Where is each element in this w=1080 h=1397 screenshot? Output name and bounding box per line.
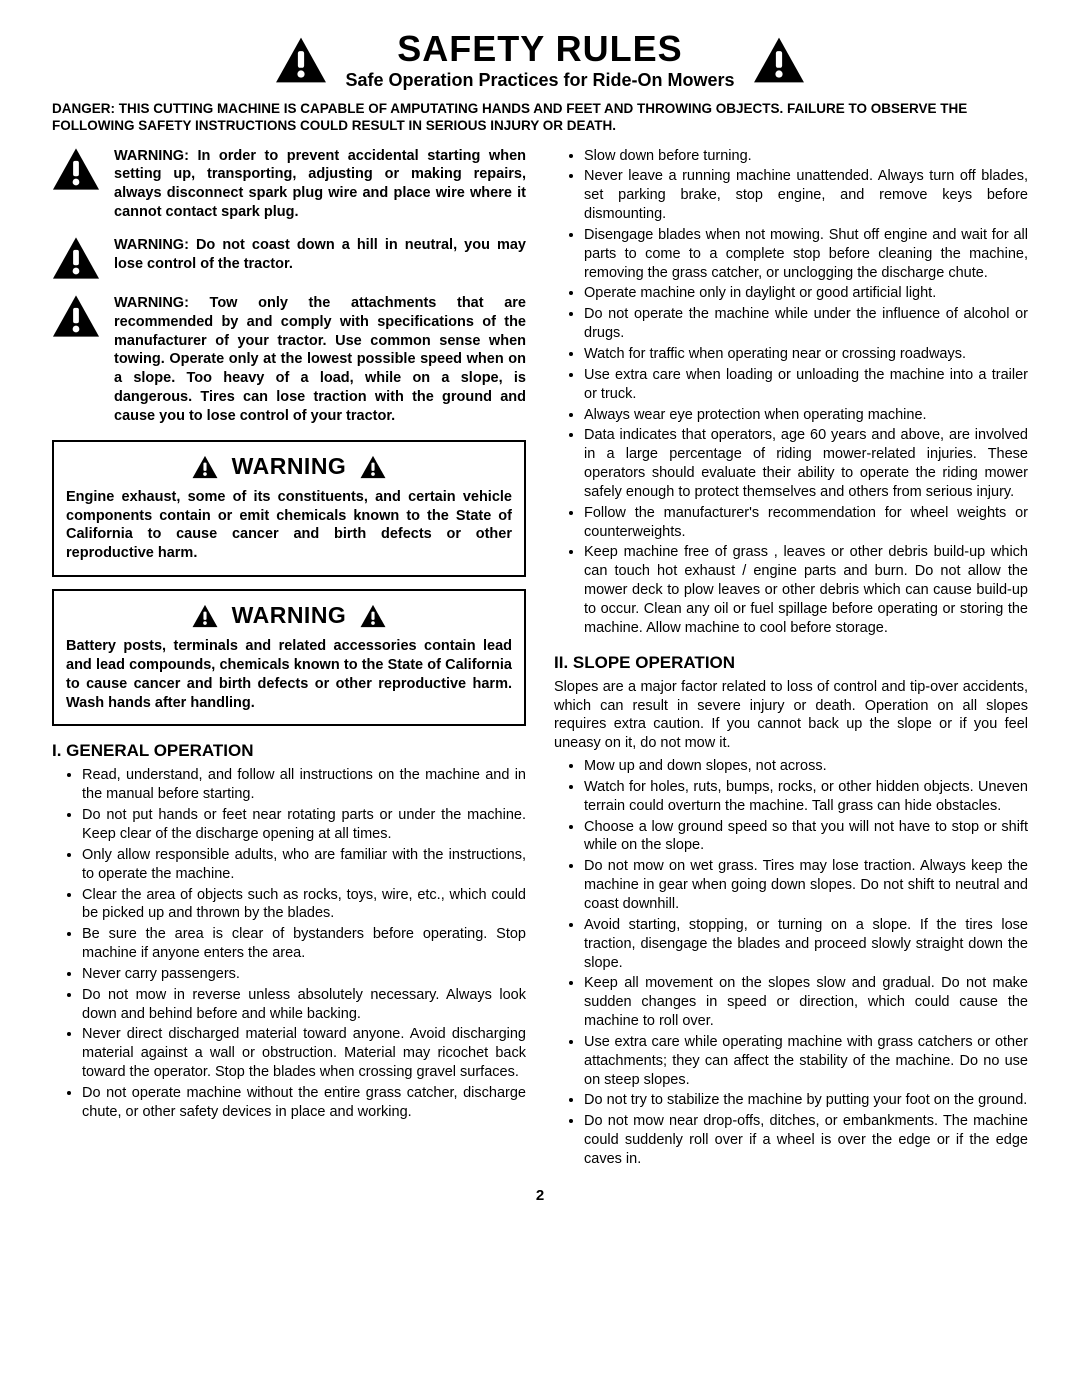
warning-triangle-icon <box>753 36 805 84</box>
warning-box-label: WARNING <box>232 452 347 482</box>
warning-row: WARNING: Tow only the attachments that a… <box>52 294 526 426</box>
list-item: Keep machine free of grass , leaves or o… <box>584 543 1028 637</box>
warning-box-label: WARNING <box>232 601 347 631</box>
bullet-list: Slow down before turning.Never leave a r… <box>554 147 1028 638</box>
warning-box-text: Battery posts, terminals and related acc… <box>66 637 512 712</box>
list-item: Never carry passengers. <box>82 965 526 984</box>
list-item: Clear the area of objects such as rocks,… <box>82 886 526 924</box>
list-item: Do not mow in reverse unless absolutely … <box>82 986 526 1024</box>
left-column: WARNING: In order to prevent accidental … <box>52 147 526 1171</box>
list-item: Operate machine only in daylight or good… <box>584 284 1028 303</box>
list-item: Watch for traffic when operating near or… <box>584 345 1028 364</box>
list-item: Disengage blades when not mowing. Shut o… <box>584 226 1028 283</box>
warning-triangle-icon <box>52 294 100 338</box>
warning-triangle-icon <box>52 147 100 191</box>
warning-text: WARNING: Tow only the attachments that a… <box>114 294 526 426</box>
list-item: Watch for holes, ruts, bumps, rocks, or … <box>584 778 1028 816</box>
bullet-list: Mow up and down slopes, not across. Watch… <box>554 757 1028 1169</box>
list-item: Do not put hands or feet near rotating p… <box>82 806 526 844</box>
list-item: Do not operate machine without the entir… <box>82 1084 526 1122</box>
right-column: Slow down before turning.Never leave a r… <box>554 147 1028 1171</box>
list-item: Data indicates that operators, age 60 ye… <box>584 426 1028 501</box>
warning-triangle-icon <box>360 604 386 628</box>
section-heading: I. GENERAL OPERATION <box>52 740 526 762</box>
warning-box-header: WARNING <box>66 601 512 631</box>
warning-text: WARNING: Do not coast down a hill in neu… <box>114 236 526 274</box>
list-item: Do not try to stabilize the machine by p… <box>584 1091 1028 1110</box>
warning-box-header: WARNING <box>66 452 512 482</box>
warning-box: WARNING Battery posts, terminals and rel… <box>52 589 526 726</box>
warning-triangle-icon <box>192 604 218 628</box>
warning-triangle-icon <box>275 36 327 84</box>
section-heading: II. SLOPE OPERATION <box>554 652 1028 674</box>
content-columns: WARNING: In order to prevent accidental … <box>52 147 1028 1171</box>
bullet-list: Read, understand, and follow all instruc… <box>52 766 526 1121</box>
list-item: Always wear eye protection when operatin… <box>584 406 1028 425</box>
list-item: Be sure the area is clear of bystanders … <box>82 925 526 963</box>
list-item: Do not operate the machine while under t… <box>584 305 1028 343</box>
list-item: Never leave a running machine unattended… <box>584 167 1028 224</box>
warning-text: WARNING: In order to prevent accidental … <box>114 147 526 222</box>
warning-triangle-icon <box>52 236 100 280</box>
list-item: Follow the manufacturer's recommendation… <box>584 504 1028 542</box>
main-title: SAFETY RULES <box>345 30 734 68</box>
list-item: Do not mow near drop-offs, ditches, or e… <box>584 1112 1028 1169</box>
danger-text: DANGER: THIS CUTTING MACHINE IS CAPABLE … <box>52 101 1028 135</box>
warning-box-text: Engine exhaust, some of its constituents… <box>66 488 512 563</box>
list-item: Never direct discharged material toward … <box>82 1025 526 1082</box>
list-item: Use extra care while operating machine w… <box>584 1033 1028 1090</box>
list-item: Mow up and down slopes, not across. <box>584 757 1028 776</box>
list-item: Read, understand, and follow all instruc… <box>82 766 526 804</box>
list-item: Choose a low ground speed so that you wi… <box>584 818 1028 856</box>
list-item: Use extra care when loading or unloading… <box>584 366 1028 404</box>
page-number: 2 <box>52 1187 1028 1204</box>
list-item: Keep all movement on the slopes slow and… <box>584 974 1028 1031</box>
warning-triangle-icon <box>360 455 386 479</box>
warning-box: WARNING Engine exhaust, some of its cons… <box>52 440 526 577</box>
warning-triangle-icon <box>192 455 218 479</box>
list-item: Do not mow on wet grass. Tires may lose … <box>584 857 1028 914</box>
title-block: SAFETY RULES Safe Operation Practices fo… <box>345 30 734 91</box>
list-item: Avoid starting, stopping, or turning on … <box>584 916 1028 973</box>
warning-row: WARNING: Do not coast down a hill in neu… <box>52 236 526 280</box>
header-row: SAFETY RULES Safe Operation Practices fo… <box>52 30 1028 91</box>
subtitle: Safe Operation Practices for Ride-On Mow… <box>345 70 734 91</box>
list-item: Only allow responsible adults, who are f… <box>82 846 526 884</box>
section-intro: Slopes are a major factor related to los… <box>554 678 1028 753</box>
list-item: Slow down before turning. <box>584 147 1028 166</box>
warning-row: WARNING: In order to prevent accidental … <box>52 147 526 222</box>
